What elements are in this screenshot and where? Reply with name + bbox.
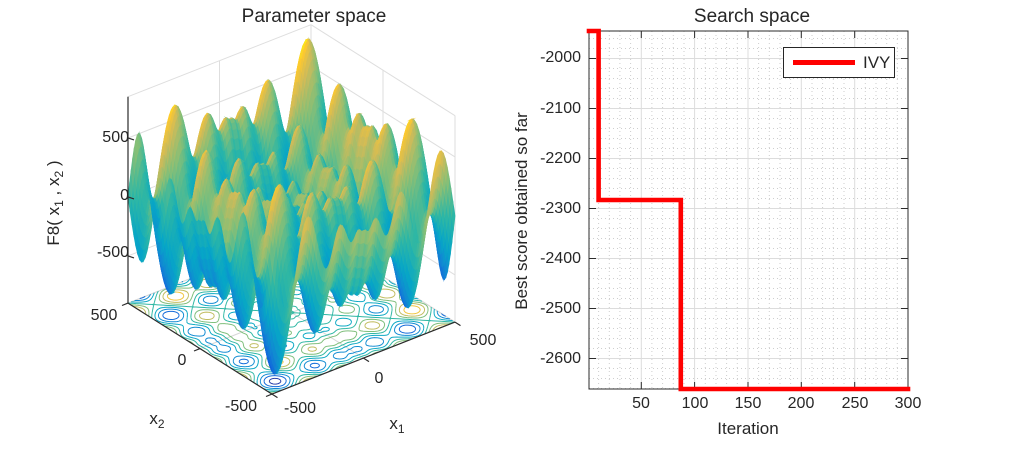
x1-tick-label: 0 [374,370,384,387]
x1-label-sub: 1 [397,422,405,437]
y-tick-label: -2000 [540,49,581,66]
x1-label-base: x [389,413,398,433]
z-label-text: F8( x [43,206,63,246]
z-label-text: , x [43,177,63,201]
legend: IVY [783,47,895,78]
x-tick-label: 150 [734,395,762,412]
x-tick-label: 300 [894,395,922,412]
x-tick-label: 250 [841,395,869,412]
x1-tick-label: 500 [469,332,497,349]
y-tick-label: -2200 [540,150,581,167]
z-tick-label: 0 [120,187,129,204]
z-tick-label: 500 [102,129,129,146]
tick-marks [589,31,909,389]
x-tick-label: 50 [632,395,650,412]
x2-tick-label: 0 [177,352,187,369]
y-tick-label: -2300 [540,200,581,217]
x-axis-label: Iteration [717,419,779,438]
legend-line-swatch [793,60,855,65]
z-label-sub2: 2 [52,170,67,178]
x2-tick-label: -500 [224,398,258,415]
x-tick-label: 100 [681,395,709,412]
x1-tick-label: -500 [283,400,317,417]
x2-label-sub: 2 [157,417,165,432]
z-tick-label: -500 [96,244,129,261]
major-gridlines [589,31,909,389]
x2-axis-label: x2 [149,409,164,431]
legend-label: IVY [863,52,891,72]
z-axis-label: F8( x1 , x2 ) [44,160,66,245]
parameter-space-3d-plot [0,0,515,453]
x1-axis-label: x1 [389,414,404,436]
left-plot-title: Parameter space [241,6,387,27]
z-label-sub1: 1 [52,200,67,207]
series-line-IVY [586,28,911,392]
y-tick-label: -2600 [540,350,581,367]
right-plot-title: Search space [693,6,811,27]
y-axis-label: Best score obtained so far [512,112,531,310]
y-tick-label: -2500 [540,300,581,317]
x2-tick-label: 500 [90,307,118,324]
x-tick-label: 200 [787,395,815,412]
y-tick-label: -2100 [540,100,581,117]
z-label-text: ) [43,160,63,171]
x2-label-base: x [149,408,158,428]
y-tick-label: -2400 [540,250,581,267]
